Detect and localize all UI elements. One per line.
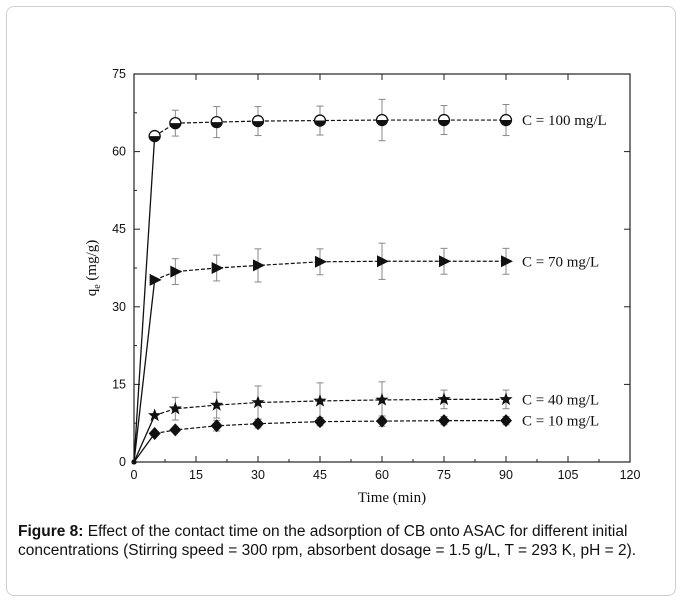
- marker-triangle: [211, 262, 224, 274]
- marker-highlight: [151, 132, 155, 136]
- marker-diamond: [438, 414, 450, 428]
- marker-highlight: [440, 116, 445, 120]
- marker-circle-fill: [252, 121, 264, 127]
- y-tick-label: 15: [112, 377, 126, 391]
- series-line: [154, 398, 506, 417]
- series-line-initial: [133, 136, 156, 463]
- y-axis-title: qe (mg/g): [84, 240, 103, 297]
- series: C = 40 mg/L: [131, 381, 599, 465]
- marker-diamond: [252, 417, 264, 431]
- marker-highlight: [502, 116, 507, 120]
- figure-caption: Figure 8: Effect of the contact time on …: [18, 522, 668, 560]
- series-line-initial: [133, 433, 156, 463]
- x-tick-label: 30: [251, 468, 265, 482]
- marker-highlight: [172, 119, 176, 123]
- marker-star: [437, 392, 451, 406]
- marker-star: [499, 392, 513, 406]
- series-label: C = 10 mg/L: [522, 414, 599, 430]
- marker-star: [375, 392, 389, 406]
- series-line-initial: [133, 415, 156, 463]
- marker-triangle: [377, 255, 389, 268]
- marker-triangle: [170, 265, 183, 278]
- marker-diamond: [500, 414, 512, 428]
- figure-frame: [6, 6, 676, 596]
- x-tick-label: 60: [375, 468, 389, 482]
- marker-star: [313, 393, 327, 407]
- marker-diamond: [314, 415, 326, 429]
- marker-star: [148, 408, 162, 422]
- marker-triangle: [315, 255, 327, 268]
- marker-highlight: [316, 116, 321, 121]
- y-axis-title-main: q: [84, 288, 100, 296]
- marker-diamond: [148, 427, 161, 441]
- marker-star: [251, 395, 265, 409]
- y-tick-label: 30: [112, 300, 126, 314]
- marker-circle-fill: [438, 120, 450, 126]
- series-line: [154, 420, 506, 435]
- y-tick-label: 75: [112, 67, 126, 81]
- marker-diamond: [169, 423, 182, 437]
- marker-star: [168, 401, 182, 415]
- marker-circle-fill: [314, 120, 326, 127]
- marker-highlight: [378, 116, 383, 120]
- marker-circle-fill: [169, 123, 181, 129]
- series-line: [154, 119, 506, 137]
- series-line-initial: [133, 279, 156, 463]
- x-tick-label: 105: [558, 468, 579, 482]
- x-tick-label: 45: [313, 468, 327, 482]
- caption-text: Effect of the contact time on the adsorp…: [18, 523, 637, 559]
- series-label: C = 70 mg/L: [522, 254, 599, 270]
- y-axis-title-unit: (mg/g): [84, 240, 100, 285]
- x-tick-label: 120: [620, 468, 641, 482]
- marker-circle-fill: [149, 136, 161, 142]
- marker-diamond: [376, 414, 388, 428]
- series-layer: C = 100 mg/L C = 70 mg/L C = 40 mg/L C = 10…: [131, 98, 607, 465]
- series-label: C = 40 mg/L: [522, 392, 599, 408]
- x-tick-label: 90: [499, 468, 513, 482]
- marker-triangle: [149, 273, 162, 286]
- series: C = 100 mg/L: [131, 98, 607, 465]
- x-tick-label: 15: [189, 468, 203, 482]
- y-tick-label: 60: [112, 145, 126, 159]
- chart: 0 15 30 45 60 75 90 105 120 0 15 30 45 60 75 C = 100 m…: [84, 67, 640, 506]
- marker-circle-fill: [500, 120, 512, 126]
- y-tick-label: 45: [112, 222, 126, 236]
- marker-star: [210, 398, 224, 411]
- caption-label: Figure 8:: [18, 523, 84, 540]
- marker-highlight: [254, 117, 259, 121]
- marker-triangle: [501, 255, 513, 268]
- marker-triangle: [253, 259, 265, 272]
- y-tick-label: 0: [119, 455, 126, 469]
- series: C = 10 mg/L: [131, 414, 599, 465]
- x-tick-label: 0: [131, 468, 138, 482]
- series: C = 70 mg/L: [131, 242, 599, 465]
- marker-circle-fill: [211, 122, 223, 128]
- marker-circle-fill: [376, 120, 388, 126]
- x-tick-label: 75: [437, 468, 451, 482]
- x-axis-title: Time (min): [358, 490, 426, 506]
- marker-triangle: [439, 255, 451, 268]
- origin-point: [131, 459, 137, 465]
- series-line: [154, 260, 506, 281]
- marker-diamond: [210, 419, 223, 433]
- y-axis-title-subscript: e: [92, 284, 103, 289]
- marker-highlight: [213, 118, 217, 122]
- axes: 0 15 30 45 60 75 90 105 120 0 15 30 45 60 75: [112, 67, 640, 482]
- series-label: C = 100 mg/L: [522, 113, 607, 129]
